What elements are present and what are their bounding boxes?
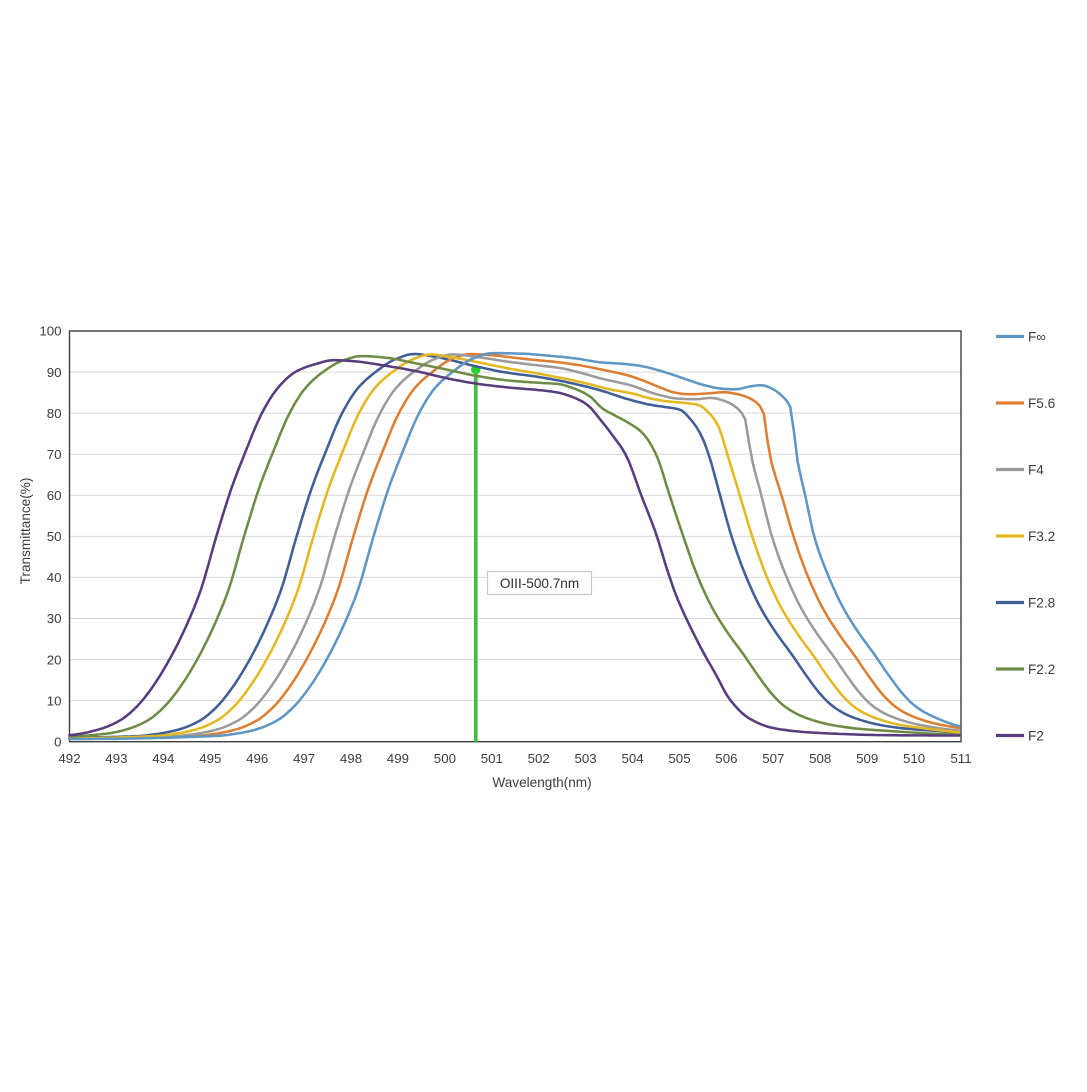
svg-text:496: 496 <box>246 751 268 766</box>
svg-text:501: 501 <box>481 751 503 766</box>
svg-text:Transmittance(%): Transmittance(%) <box>18 478 33 585</box>
svg-text:504: 504 <box>622 751 644 766</box>
svg-text:0: 0 <box>54 734 61 749</box>
svg-text:F∞: F∞ <box>1028 329 1046 344</box>
svg-text:500: 500 <box>434 751 456 766</box>
svg-text:60: 60 <box>47 488 62 503</box>
svg-text:503: 503 <box>575 751 597 766</box>
svg-text:499: 499 <box>387 751 409 766</box>
svg-text:498: 498 <box>340 751 362 766</box>
svg-text:492: 492 <box>58 751 80 766</box>
svg-text:F2.8: F2.8 <box>1028 595 1055 610</box>
svg-text:F4: F4 <box>1028 462 1044 477</box>
svg-text:90: 90 <box>47 365 62 380</box>
svg-text:505: 505 <box>668 751 690 766</box>
svg-text:493: 493 <box>105 751 127 766</box>
svg-text:100: 100 <box>39 324 61 339</box>
svg-text:10: 10 <box>47 693 62 708</box>
svg-text:F3.2: F3.2 <box>1028 529 1055 544</box>
svg-text:495: 495 <box>199 751 221 766</box>
svg-text:502: 502 <box>528 751 550 766</box>
svg-text:506: 506 <box>715 751 737 766</box>
svg-text:508: 508 <box>809 751 831 766</box>
svg-text:509: 509 <box>856 751 878 766</box>
svg-text:OIII-500.7nm: OIII-500.7nm <box>500 576 579 591</box>
svg-text:511: 511 <box>950 751 971 766</box>
svg-text:80: 80 <box>47 406 62 421</box>
svg-text:30: 30 <box>47 611 62 626</box>
svg-text:497: 497 <box>293 751 315 766</box>
svg-text:494: 494 <box>152 751 174 766</box>
svg-text:70: 70 <box>47 447 62 462</box>
svg-text:50: 50 <box>47 529 62 544</box>
svg-text:Wavelength(nm): Wavelength(nm) <box>492 775 591 790</box>
svg-text:F2.2: F2.2 <box>1028 662 1055 677</box>
svg-text:507: 507 <box>762 751 784 766</box>
svg-text:F2: F2 <box>1028 728 1044 743</box>
svg-text:510: 510 <box>903 751 925 766</box>
svg-text:20: 20 <box>47 652 62 667</box>
svg-text:40: 40 <box>47 570 62 585</box>
svg-text:F5.6: F5.6 <box>1028 396 1055 411</box>
